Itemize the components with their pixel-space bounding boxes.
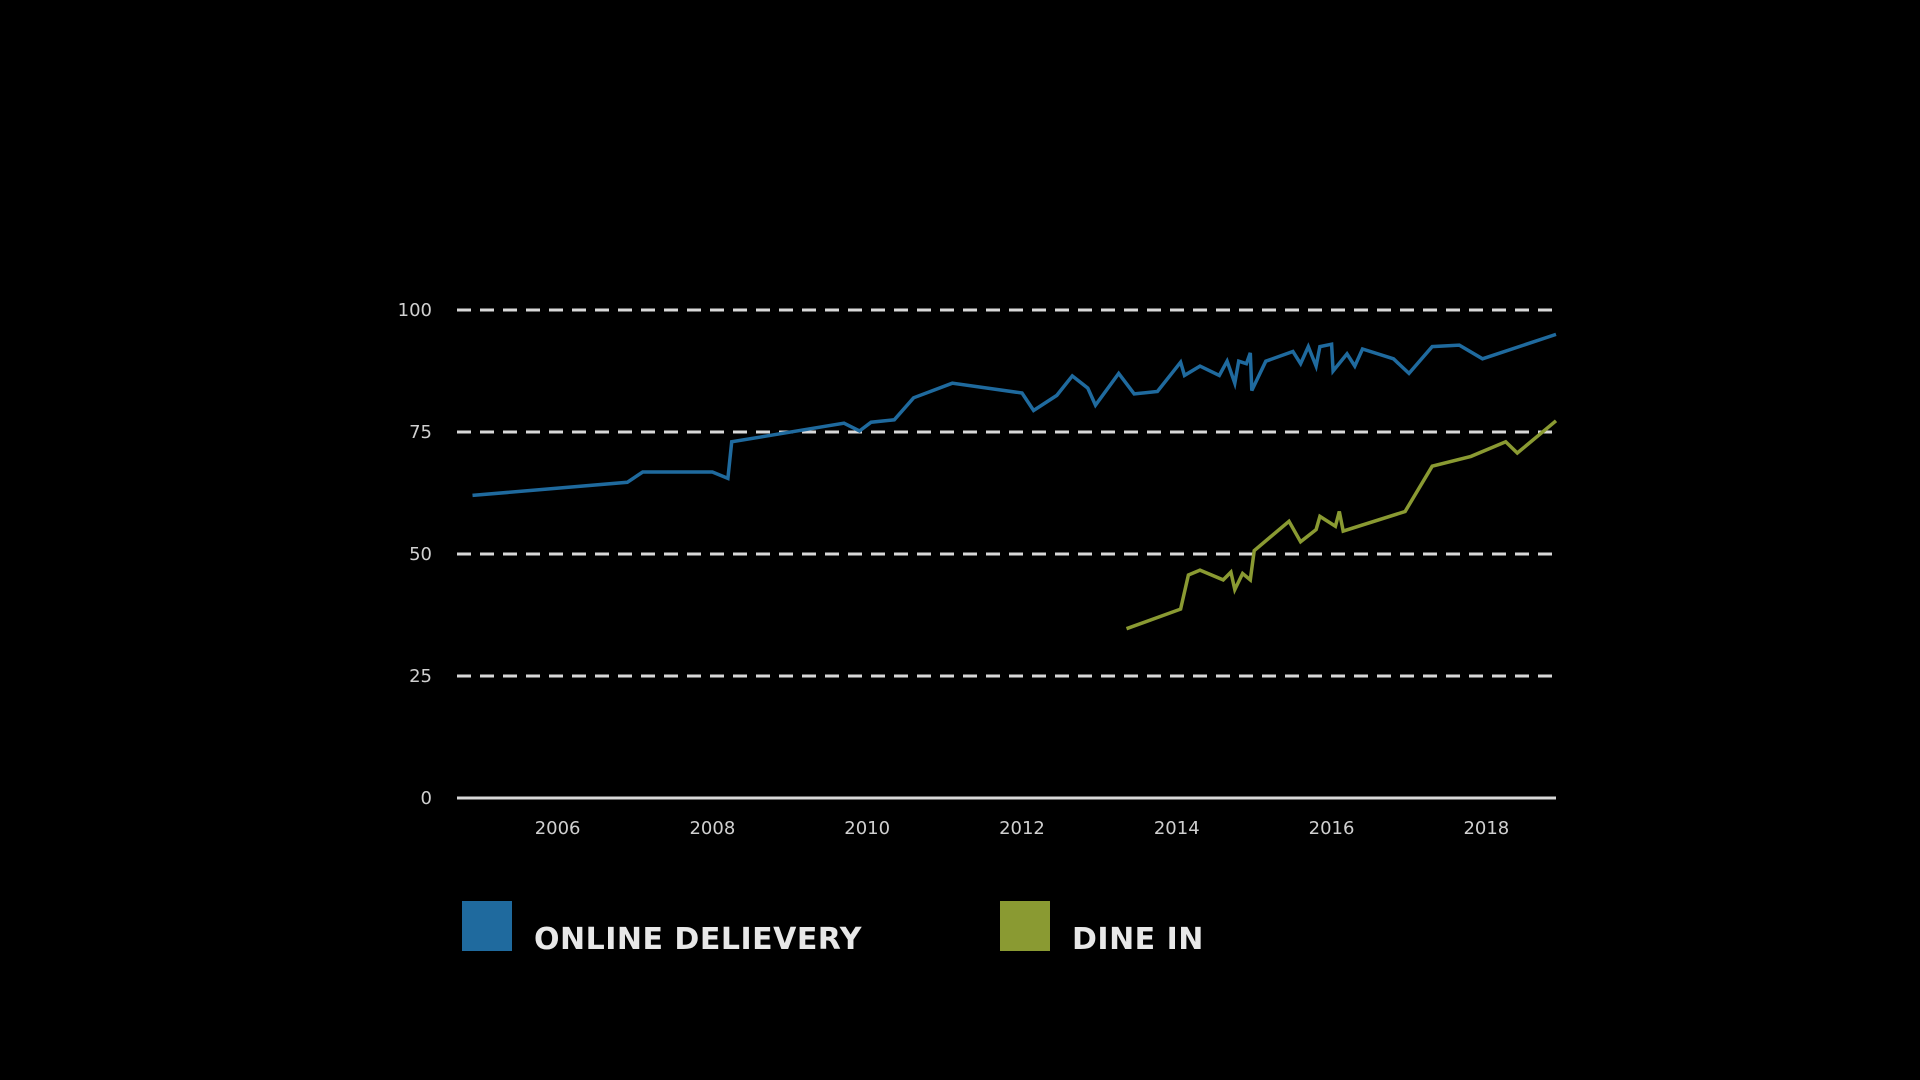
axes: 0 25 50 75 100 2006 2008 2010 2012 2014 2016 2018 <box>398 300 1556 839</box>
x-tick-label: 2010 <box>844 818 890 839</box>
x-tick-label: 2018 <box>1463 818 1509 839</box>
legend-item-online-delievery: ONLINE DELIEVERY <box>462 894 862 957</box>
x-tick-label: 2016 <box>1309 818 1355 839</box>
y-tick-label: 50 <box>409 544 432 565</box>
legend-label-dine-in: DINE IN <box>1072 922 1204 957</box>
legend-item-dine-in: DINE IN <box>1000 894 1204 957</box>
x-tick-label: 2014 <box>1154 818 1200 839</box>
series-line-0 <box>472 332 1557 498</box>
x-tick-label: 2006 <box>535 818 581 839</box>
series-lines <box>472 332 1558 631</box>
y-tick-label: 0 <box>421 788 432 809</box>
y-tick-label: 100 <box>398 300 432 321</box>
legend-label-online-delievery: ONLINE DELIEVERY <box>534 922 862 957</box>
legend-swatch-dine-in <box>1000 900 1050 951</box>
x-tick-label: 2008 <box>689 818 735 839</box>
gridlines <box>457 308 1556 678</box>
series-line-1 <box>1125 419 1558 631</box>
y-tick-label: 25 <box>409 666 432 687</box>
y-tick-label: 75 <box>409 422 432 443</box>
legend-swatch-online-delievery <box>462 900 512 951</box>
x-tick-label: 2012 <box>999 818 1045 839</box>
